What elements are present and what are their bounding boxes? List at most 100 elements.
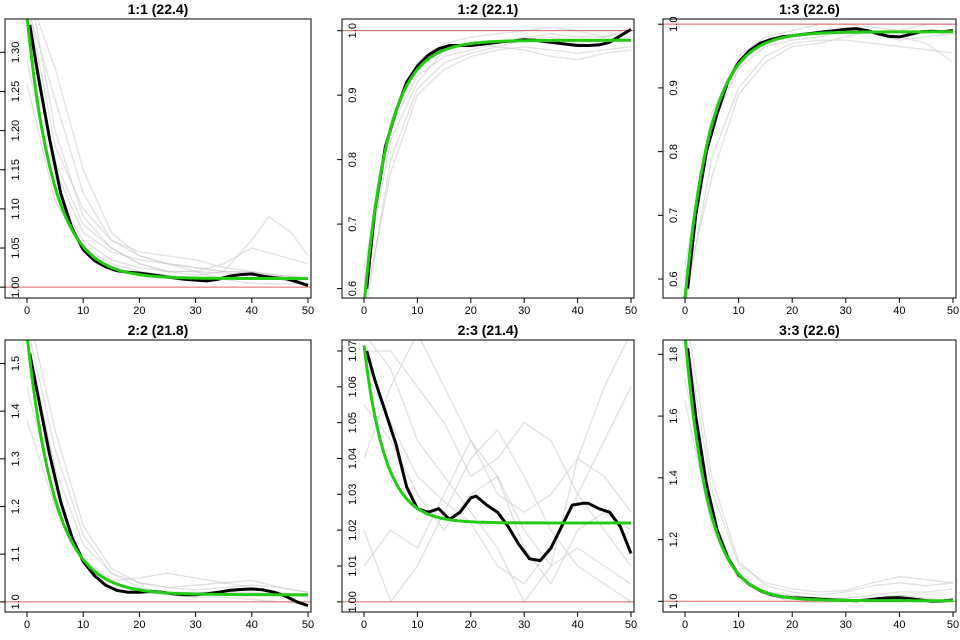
plot-area	[342, 340, 634, 603]
replicate-curve	[34, 19, 309, 279]
x-tick-label: 10	[411, 619, 423, 631]
x-tick-label: 40	[246, 619, 258, 631]
replicate-curve	[364, 350, 632, 567]
panel-title: 3:3 (22.6)	[779, 322, 840, 338]
y-tick-label: 0.6	[668, 271, 680, 286]
y-tick-label: 1.6	[668, 408, 680, 423]
panel-title: 1:2 (22.1)	[458, 1, 519, 17]
y-tick-label: 1.07	[347, 340, 359, 361]
fit-curve	[26, 340, 308, 597]
x-tick-label: 50	[625, 305, 637, 317]
y-tick-label: 0.8	[668, 144, 680, 159]
replicate-curve	[30, 19, 309, 285]
x-tick-label: 20	[786, 619, 798, 631]
y-tick-label: 1.00	[347, 591, 359, 612]
x-tick-label: 0	[361, 305, 367, 317]
y-tick-label: 1.25	[10, 81, 22, 102]
y-tick-label: 1.20	[10, 120, 22, 141]
y-tick-label: 1.0	[347, 23, 359, 38]
plot-area	[5, 340, 311, 608]
x-tick-label: 50	[625, 619, 637, 631]
panel-title: 1:1 (22.4)	[128, 1, 189, 17]
y-tick-label: 1.8	[668, 347, 680, 362]
panel-2: 1:2 (22.1) 0 10 20 30 40 50 0.6 0.7 0.8 0.9 1.0	[337, 1, 637, 317]
panel-4: 2:2 (21.8) 0 10 20 30 40 50 1.0 1.1 1.2 1.3 1.4 1.5	[0, 322, 314, 631]
x-tick-label: 10	[732, 619, 744, 631]
replicate-curve	[363, 36, 632, 283]
replicate-curve	[30, 19, 309, 287]
y-tick-label: 1.04	[347, 448, 359, 469]
x-tick-label: 0	[682, 305, 688, 317]
replicate-curve	[36, 19, 309, 280]
y-tick-label: 1.4	[10, 403, 22, 418]
replicate-curve	[26, 83, 309, 284]
plot-area	[663, 340, 956, 604]
x-tick-label: 30	[840, 619, 852, 631]
y-tick-label: 1.4	[668, 470, 680, 485]
panel-5: 2:3 (21.4) 0 10 20 30 40 50 1.00 1.01 1.02 1.03 1.0…	[337, 322, 637, 631]
plot-frame	[662, 339, 957, 613]
plot-frame	[341, 339, 635, 613]
y-tick-label: 1.3	[10, 451, 22, 466]
replicate-curve	[684, 400, 954, 604]
replicate-curve	[29, 340, 309, 598]
panel-title: 1:3 (22.6)	[779, 1, 840, 17]
x-tick-label: 50	[302, 619, 314, 631]
x-tick-label: 20	[465, 305, 477, 317]
panel-title: 2:2 (21.8)	[128, 322, 189, 338]
plot-area	[5, 19, 311, 288]
plot-frame	[341, 18, 635, 299]
y-tick-label: 1.2	[10, 499, 22, 514]
x-tick-label: 20	[786, 305, 798, 317]
x-tick-label: 30	[840, 305, 852, 317]
replicate-curve	[363, 368, 632, 585]
y-tick-label: 1.10	[10, 198, 22, 219]
replicate-curve	[26, 340, 309, 593]
fit-curve	[363, 38, 631, 298]
replicate-curve	[689, 340, 954, 596]
y-tick-label: 1.05	[10, 237, 22, 258]
y-tick-label: 1.06	[347, 376, 359, 397]
replicate-curve	[26, 20, 309, 279]
fit-curve	[683, 340, 953, 603]
y-tick-label: 1.2	[668, 532, 680, 547]
x-tick-label: 40	[893, 619, 905, 631]
x-tick-label: 30	[189, 305, 201, 317]
x-tick-label: 20	[465, 619, 477, 631]
y-tick-label: 1.02	[347, 519, 359, 540]
y-tick-label: 1.0	[668, 594, 680, 609]
y-tick-label: 1.0	[668, 17, 680, 32]
x-tick-label: 10	[77, 619, 89, 631]
y-tick-label: 1.5	[10, 356, 22, 371]
x-tick-label: 30	[518, 619, 530, 631]
replicate-curve	[26, 28, 309, 277]
x-tick-label: 20	[133, 305, 145, 317]
replicate-curve	[363, 26, 632, 289]
y-tick-label: 1.05	[347, 412, 359, 433]
replicate-curve	[26, 420, 309, 605]
fit-curve	[25, 19, 308, 281]
replicate-curve	[368, 340, 629, 603]
plot-area	[342, 26, 634, 298]
replicate-curve	[684, 29, 954, 292]
x-tick-label: 40	[571, 305, 583, 317]
replicate-curve	[684, 378, 954, 599]
x-tick-label: 0	[24, 305, 30, 317]
plot-area	[663, 23, 956, 298]
y-tick-label: 0.8	[347, 152, 359, 167]
replicate-curve	[363, 30, 632, 270]
panel-1: 1:1 (22.4) 0 10 20 30 40 50 1.00 1.05 1.10 1.15 1.2…	[0, 1, 314, 317]
x-tick-label: 50	[947, 305, 959, 317]
replicate-curve	[684, 29, 954, 280]
x-tick-label: 50	[947, 619, 959, 631]
replicate-curve	[686, 340, 954, 593]
y-tick-label: 1.0	[10, 594, 22, 609]
plot-frame	[662, 18, 957, 299]
mean-curve	[365, 350, 633, 563]
replicate-curve	[685, 39, 954, 298]
x-tick-label: 40	[893, 305, 905, 317]
replicate-curve	[365, 46, 632, 298]
x-tick-label: 30	[189, 619, 201, 631]
x-tick-label: 0	[24, 619, 30, 631]
